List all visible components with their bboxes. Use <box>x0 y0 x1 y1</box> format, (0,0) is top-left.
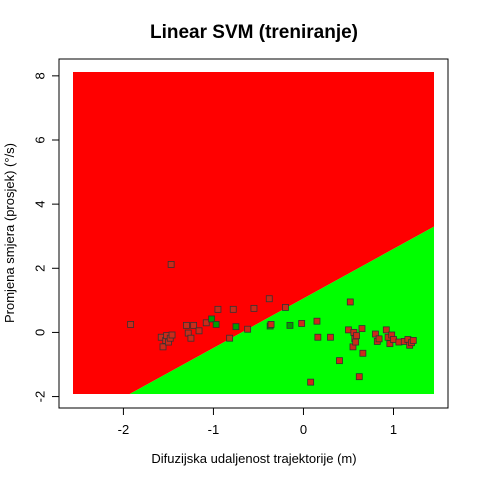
data-point-32 <box>327 333 334 341</box>
data-point-8 <box>168 331 176 339</box>
data-point-0 <box>127 321 135 328</box>
x-tick-label: 1 <box>390 422 397 437</box>
data-point-40 <box>353 332 360 340</box>
y-tick-label: 8 <box>33 72 48 79</box>
x-tick-label: -2 <box>118 422 130 437</box>
data-point-49 <box>386 340 394 348</box>
x-tick-label: -1 <box>208 422 220 437</box>
data-point-18 <box>226 334 234 342</box>
data-point-14 <box>202 319 210 327</box>
data-point-43 <box>359 349 367 357</box>
data-point-15 <box>208 315 216 323</box>
data-point-33 <box>336 357 343 365</box>
data-point-12 <box>190 321 198 329</box>
data-point-41 <box>355 373 363 381</box>
region-red <box>73 72 434 394</box>
data-point-13 <box>195 327 203 335</box>
data-point-28 <box>298 320 306 327</box>
data-point-44 <box>372 330 379 338</box>
data-point-25 <box>267 321 275 328</box>
data-point-29 <box>307 378 315 386</box>
y-axis-label: Promjena smjera (prosjek) (°/s) <box>2 143 17 323</box>
data-points <box>127 261 417 386</box>
data-point-11 <box>187 334 195 342</box>
decision-regions <box>73 72 435 394</box>
data-point-1 <box>167 261 175 268</box>
region-green <box>129 226 435 394</box>
data-point-27 <box>286 321 294 329</box>
data-point-26 <box>282 304 289 311</box>
data-point-21 <box>244 325 252 333</box>
y-axis: -2 0 2 4 6 8 <box>33 72 60 402</box>
y-tick-label: 6 <box>33 136 48 143</box>
data-point-19 <box>229 305 237 313</box>
data-point-39 <box>352 338 360 346</box>
x-tick-label: 0 <box>300 422 307 437</box>
data-point-9 <box>183 321 190 329</box>
y-tick-label: -2 <box>33 391 48 403</box>
chart-title: Linear SVM (treniranje) <box>150 22 358 43</box>
x-axis-label: Difuzijska udaljenost trajektorije (m) <box>151 451 356 466</box>
data-point-47 <box>382 326 390 334</box>
data-point-23 <box>265 295 273 303</box>
data-point-31 <box>314 333 322 341</box>
y-tick-label: 2 <box>33 265 48 272</box>
data-point-46 <box>375 335 383 343</box>
data-point-17 <box>214 305 222 313</box>
data-point-30 <box>313 317 321 325</box>
data-point-22 <box>250 304 258 312</box>
data-point-20 <box>232 323 240 331</box>
data-point-16 <box>212 321 220 328</box>
data-point-57 <box>409 337 417 344</box>
data-point-3 <box>159 343 167 351</box>
data-point-42 <box>358 325 366 332</box>
y-tick-label: 4 <box>33 201 48 208</box>
y-tick-label: 0 <box>33 329 48 336</box>
x-axis: -2 -1 0 1 <box>118 407 397 437</box>
data-point-35 <box>346 298 354 306</box>
